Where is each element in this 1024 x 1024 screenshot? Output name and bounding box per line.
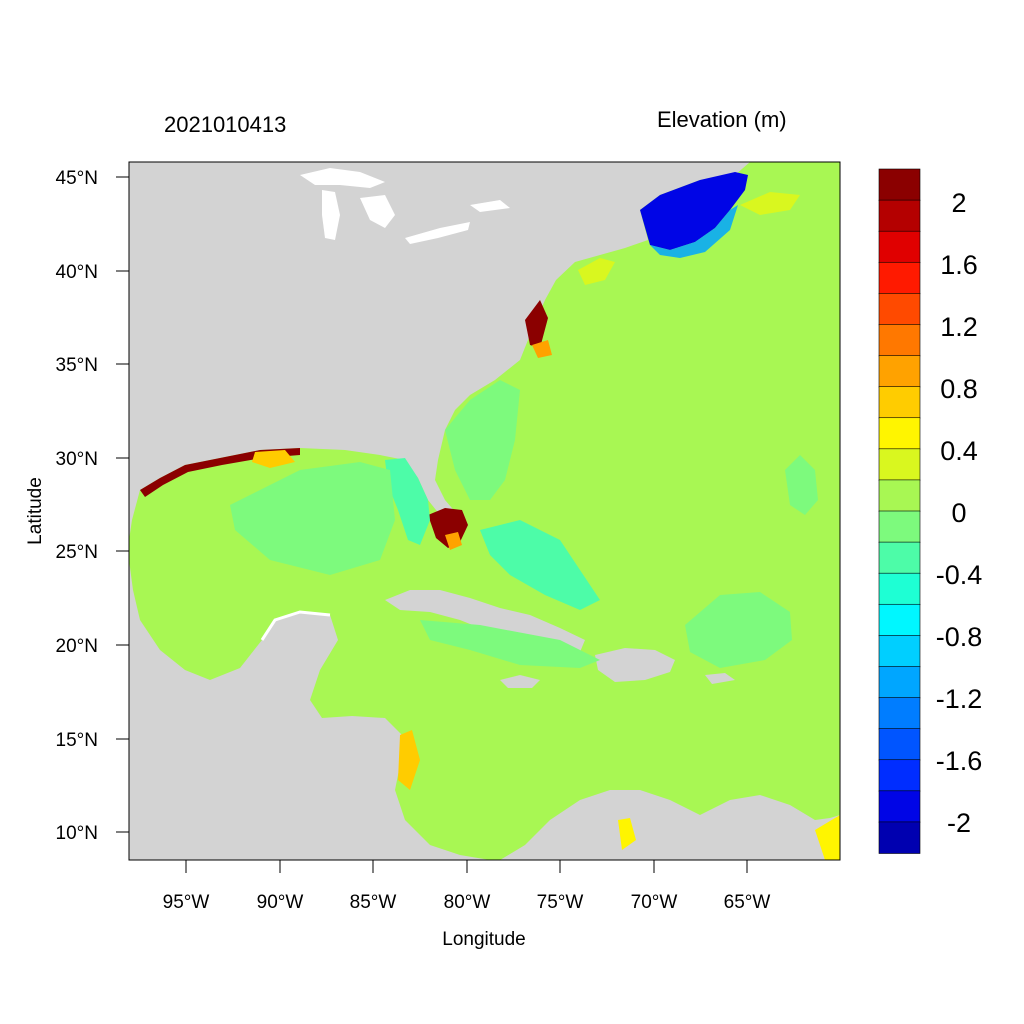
colorbar-label: -1.2: [936, 684, 983, 714]
land-north-america: [129, 162, 750, 540]
land-mexico-central-america: [129, 560, 490, 860]
timestamp-label: 2021010413: [164, 112, 287, 137]
colorbar-swatch: [878, 355, 921, 388]
colorbar-label: 0.4: [940, 436, 978, 466]
colorbar-swatch: [878, 603, 921, 637]
lake-huron: [360, 195, 395, 228]
coastline-yucatan: [260, 610, 331, 641]
land-jamaica: [500, 675, 540, 688]
lon-tick-label: 95°W: [163, 892, 210, 913]
colorbar-label: 1.2: [940, 312, 978, 342]
lake-ontario: [470, 200, 510, 212]
lon-axis: 95°W 90°W 85°W 80°W 75°W 70°W 65°W: [163, 860, 771, 913]
surge-maracaibo: [618, 818, 636, 850]
y-axis-title: Latitude: [25, 477, 46, 545]
colorbar-label: -1.6: [936, 746, 983, 776]
lat-tick-label: 25°N: [56, 542, 98, 563]
lake-superior: [300, 168, 385, 188]
surge-southeast-corner: [815, 815, 840, 860]
surge-west-florida-shelf: [385, 458, 430, 545]
lon-tick-label: 90°W: [257, 892, 304, 913]
lake-michigan: [322, 190, 340, 240]
colorbar-swatch: [878, 479, 921, 512]
surge-scotian-shelf: [740, 192, 800, 215]
colorbar-label: 1.6: [940, 250, 978, 280]
lon-tick-label: 75°W: [537, 892, 584, 913]
surge-caribbean-north: [420, 620, 600, 668]
surge-south-atlantic-bight: [445, 380, 520, 500]
colorbar-labels: 2 1.6 1.2 0.8 0.4 0 -0.4 -0.8 -1.2 -1.6 …: [936, 188, 983, 838]
colorbar-label: 0: [951, 498, 966, 528]
colorbar-swatch: [878, 448, 921, 481]
colorbar-swatch: [878, 168, 921, 201]
lat-tick-label: 20°N: [56, 636, 98, 657]
land-south-america: [500, 790, 840, 860]
colorbar-label: -0.4: [936, 560, 983, 590]
colorbar-swatch: [878, 293, 921, 326]
land-puerto-rico: [705, 673, 735, 684]
colorbar-swatch: [878, 324, 921, 357]
colorbar-swatch: [878, 417, 921, 450]
surge-gulf-of-maine-edge: [650, 205, 738, 258]
lat-tick-label: 45°N: [56, 168, 98, 189]
lon-tick-label: 80°W: [444, 892, 491, 913]
colorbar-swatch: [878, 759, 921, 792]
colorbar: [878, 168, 921, 854]
surge-florida-tip: [445, 532, 462, 550]
colorbar-swatch: [878, 728, 921, 761]
surge-atlantic-patch-east: [685, 592, 792, 668]
colorbar-swatch: [878, 790, 921, 823]
surge-atlantic-patch-far-east: [785, 455, 818, 515]
lat-tick-label: 10°N: [56, 823, 98, 844]
surge-new-york-bight: [578, 258, 615, 285]
colorbar-swatch: [878, 666, 921, 699]
colorbar-swatch: [878, 541, 921, 574]
surge-gulf-of-maine: [640, 172, 748, 250]
colorbar-swatch: [878, 635, 921, 668]
colorbar-label: 0.8: [940, 374, 978, 404]
colorbar-swatch: [878, 697, 921, 730]
plot-frame: [128, 161, 841, 861]
surge-honduras-coast: [398, 730, 420, 790]
colorbar-swatch: [878, 572, 921, 606]
lon-tick-label: 70°W: [631, 892, 678, 913]
surge-gulf-interior: [230, 462, 395, 575]
colorbar-swatch: [878, 230, 921, 264]
colorbar-swatch: [878, 510, 921, 543]
map-area: [129, 162, 840, 860]
x-axis-title: Longitude: [442, 929, 525, 950]
surge-mid-atlantic: [525, 300, 548, 348]
variable-title: Elevation (m): [657, 107, 787, 132]
lat-tick-label: 40°N: [56, 262, 98, 283]
surge-bahamas: [480, 520, 600, 610]
lat-tick-label: 15°N: [56, 730, 98, 751]
land-hispaniola: [595, 648, 675, 682]
colorbar-label: 2: [951, 188, 966, 218]
surge-louisiana-shelf: [252, 450, 295, 468]
lat-tick-label: 30°N: [56, 449, 98, 470]
lat-axis: 45°N 40°N 35°N 30°N 25°N 20°N 15°N 10°N: [56, 168, 129, 844]
colorbar-label: -2: [947, 808, 971, 838]
colorbar-swatch: [878, 199, 921, 232]
colorbar-label: -0.8: [936, 622, 983, 652]
lake-erie: [405, 222, 470, 244]
surge-pamlico: [532, 340, 552, 358]
lat-tick-label: 35°N: [56, 355, 98, 376]
colorbar-swatch: [878, 386, 921, 419]
lon-tick-label: 65°W: [724, 892, 771, 913]
colorbar-swatch: [878, 821, 921, 854]
lon-tick-label: 85°W: [350, 892, 397, 913]
colorbar-swatch: [878, 261, 921, 295]
